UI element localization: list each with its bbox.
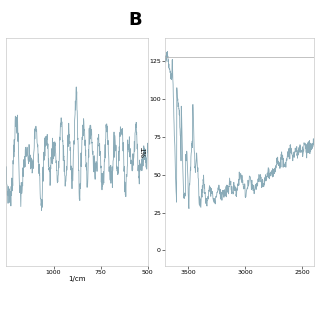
X-axis label: 1/cm: 1/cm	[68, 276, 86, 282]
Y-axis label: %T: %T	[142, 147, 148, 157]
Text: B: B	[128, 11, 142, 29]
